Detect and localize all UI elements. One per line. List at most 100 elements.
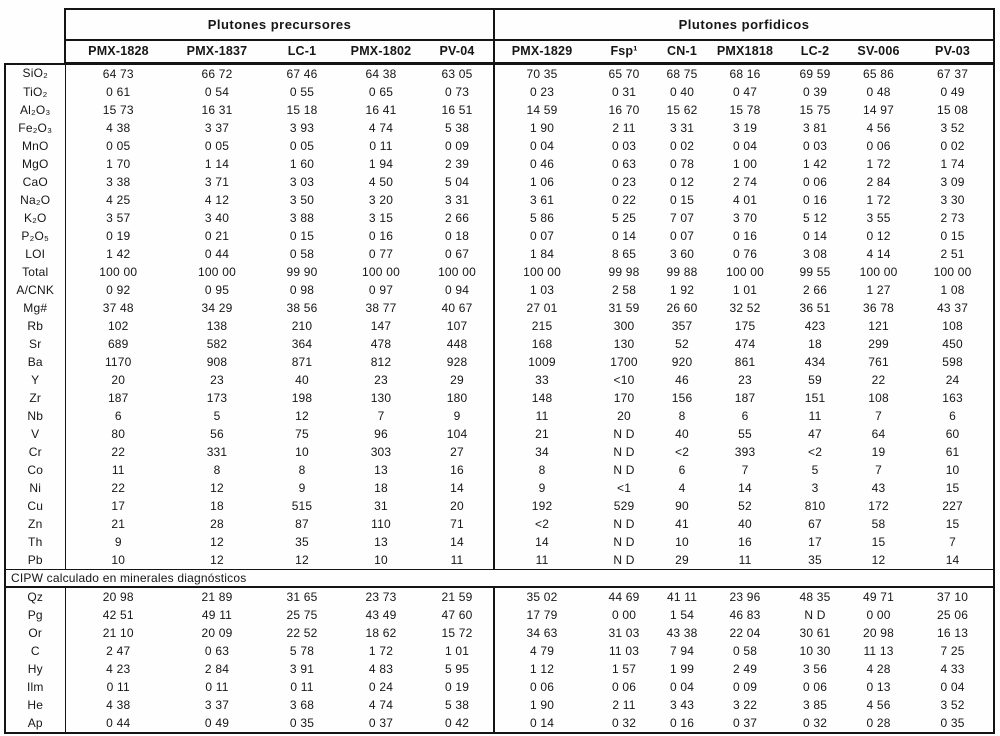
corner-blank	[5, 9, 65, 40]
table-row: Ba 1170 908 871 812 928 1009 1700 920 861 434 761 59…	[4, 353, 996, 371]
data-cell: 5 04	[444, 174, 470, 189]
data-cell: 15 18	[286, 102, 318, 117]
data-cell: 478	[370, 336, 392, 351]
data-cell: 11	[111, 462, 125, 477]
data-cell: 15 73	[102, 102, 134, 117]
data-cell: 0 03	[802, 138, 828, 153]
data-cell: 4 56	[866, 697, 891, 712]
data-cell: 11	[738, 552, 752, 567]
row-label: Y	[4, 371, 66, 389]
data-cell: 364	[291, 336, 313, 351]
data-cell: 70 35	[493, 63, 590, 83]
data-cell: 529	[613, 498, 635, 513]
data-cell: 4 01	[732, 192, 758, 207]
row-label: Qz	[4, 587, 66, 606]
data-cell: 0 06	[611, 679, 637, 694]
data-cell: 90	[675, 498, 689, 513]
data-cell: 0 18	[444, 228, 470, 243]
row-label: Cu	[4, 497, 66, 515]
data-cell: 0 47	[732, 84, 758, 99]
data-cell: 0 37	[341, 714, 421, 734]
data-cell: 65 86	[863, 66, 895, 81]
row-label: Nb	[4, 407, 66, 425]
data-cell: 0 78	[669, 156, 695, 171]
data-cell: <10	[613, 372, 635, 387]
data-cell: 100 00	[493, 263, 590, 281]
data-cell: 180	[446, 390, 468, 405]
data-cell: N D	[613, 552, 635, 567]
data-cell: 15 72	[441, 625, 473, 640]
data-cell: 23	[210, 372, 224, 387]
data-cell: 0 63	[611, 156, 637, 171]
data-cell: 12	[210, 552, 224, 567]
row-label: MnO	[4, 137, 66, 155]
data-cell: 2 47	[106, 643, 131, 658]
data-cell: 1 84	[493, 245, 590, 263]
geochemistry-table: Plutones precursores Plutones porfidicos P…	[3, 8, 996, 734]
data-cell: 7	[912, 533, 996, 551]
data-cell: 0 77	[368, 246, 394, 261]
data-cell: 5 38	[444, 120, 470, 135]
data-cell: 19	[871, 444, 886, 459]
data-cell: 0 76	[732, 246, 758, 261]
data-cell: 0 32	[589, 714, 660, 734]
data-cell: 4 12	[204, 192, 230, 207]
data-cell: 187	[734, 390, 756, 405]
data-cell: 34 63	[493, 624, 590, 642]
data-cell: 3 15	[368, 210, 394, 225]
row-label: Zr	[4, 389, 66, 407]
data-cell: 2 39	[444, 156, 470, 171]
data-cell: 20 98	[102, 589, 134, 604]
data-cell: 43 49	[365, 607, 397, 622]
data-cell: 25 75	[286, 607, 318, 622]
data-cell: 11 13	[863, 643, 894, 658]
table-row: V 80 56 75 96 104 21 N D 40 55 47 64 60	[4, 425, 996, 443]
data-cell: 14	[493, 533, 590, 551]
table-row: C 2 47 0 63 5 78 1 72 1 01 4 79 11 03 7 94 0 58 10…	[4, 642, 996, 660]
data-cell: 0 63	[204, 643, 230, 658]
data-cell: 3 56	[802, 661, 828, 676]
data-cell: 60	[912, 425, 996, 443]
row-label: MgO	[4, 155, 66, 173]
data-cell: 187	[107, 390, 129, 405]
data-cell: 31 65	[286, 589, 318, 604]
table-row: Cr 22 331 10 303 27 34 N D <2 393 <2 19 61	[4, 443, 996, 461]
data-cell: 0 35	[912, 714, 996, 734]
data-cell: 49 71	[863, 589, 895, 604]
data-cell: 100 00	[912, 263, 996, 281]
data-cell: 99 90	[286, 264, 318, 279]
data-cell: 21 59	[441, 589, 473, 604]
data-cell: 12	[210, 480, 224, 495]
cipw-section-header: CIPW calculado en minerales diagnósticos	[3, 569, 996, 588]
data-cell: 1 42	[802, 156, 828, 171]
data-cell: 21 89	[201, 589, 233, 604]
data-cell: 0 07	[669, 228, 695, 243]
data-cell: 16	[450, 462, 464, 477]
data-cell: 58	[871, 516, 886, 531]
data-cell: 598	[912, 353, 996, 371]
data-cell: 1 90	[493, 119, 590, 137]
data-cell: 6	[114, 408, 122, 423]
data-cell: 14	[738, 480, 752, 495]
sample-column-header: PMX-1828	[64, 39, 171, 65]
data-cell: 40	[675, 426, 689, 441]
table-row: Ilm 0 11 0 11 0 11 0 24 0 19 0 06 0 06 0 04 0 09 0…	[4, 678, 996, 696]
data-cell: 303	[370, 444, 392, 459]
data-cell: 67 37	[912, 63, 996, 83]
data-cell: 1 57	[611, 661, 637, 676]
data-cell: 7 25	[912, 642, 996, 660]
data-cell: 3 03	[289, 174, 315, 189]
data-cell: 35 02	[493, 587, 590, 606]
data-cell: 300	[613, 318, 635, 333]
data-cell: 7 07	[669, 210, 695, 225]
data-cell: N D	[613, 516, 635, 531]
data-cell: 3 37	[204, 697, 230, 712]
data-cell: 148	[493, 389, 590, 407]
data-cell: 1700	[610, 354, 638, 369]
data-cell: 0 02	[669, 138, 695, 153]
data-cell: 3 37	[204, 120, 230, 135]
data-cell: 138	[206, 318, 228, 333]
data-cell: 3 91	[289, 661, 315, 676]
data-cell: 100 00	[726, 264, 764, 279]
row-label: Pg	[4, 606, 66, 624]
